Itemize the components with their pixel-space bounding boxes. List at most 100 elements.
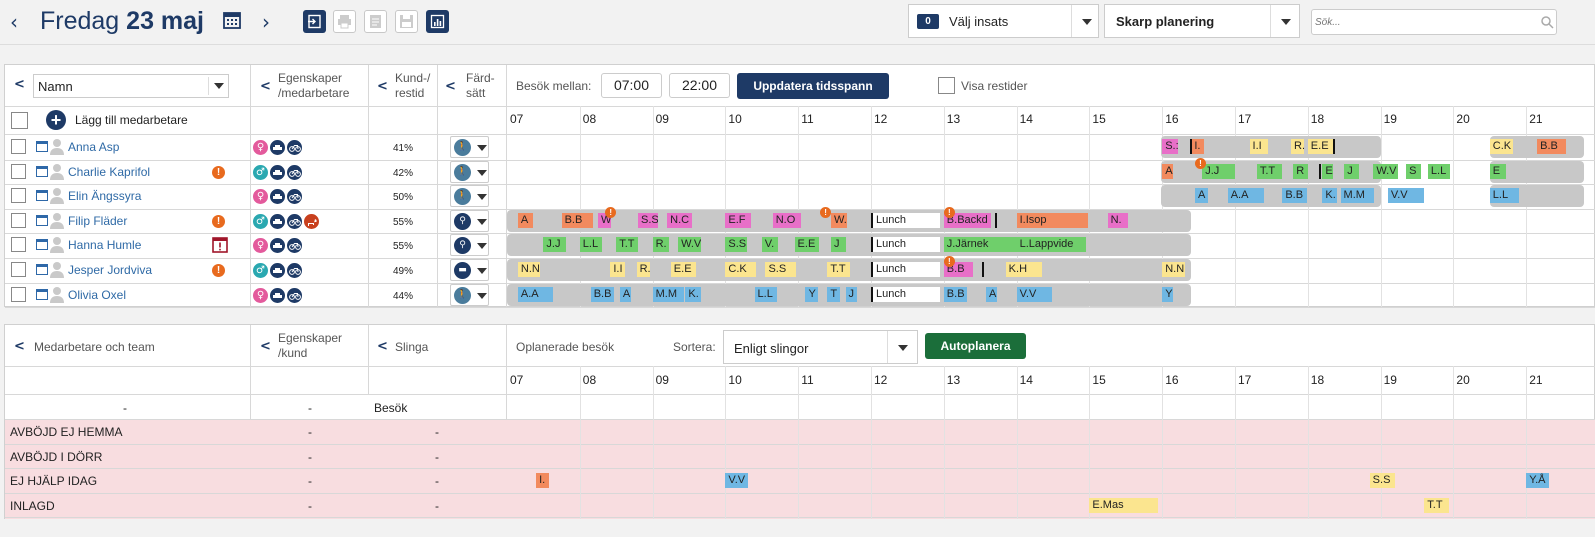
calendar-icon[interactable] <box>36 190 48 201</box>
visit-block[interactable]: N.O <box>772 212 801 228</box>
visit-block[interactable]: I.Isop <box>1016 212 1088 228</box>
visit-block[interactable]: W. <box>830 212 847 228</box>
visit-block[interactable]: B.B <box>561 212 593 228</box>
employee-checkbox[interactable] <box>11 164 26 179</box>
visit-block[interactable]: M.M <box>1340 188 1374 204</box>
name-sort-select[interactable]: Namn <box>33 74 229 98</box>
visit-block[interactable]: E <box>1322 163 1334 179</box>
employee-name[interactable]: Elin Ängssyra <box>68 189 142 203</box>
visit-block[interactable]: B.B <box>1282 188 1308 204</box>
visit-block[interactable]: A <box>517 212 533 228</box>
visit-block[interactable]: J.Järnek <box>943 237 1017 253</box>
add-employee-icon[interactable]: + <box>46 110 66 130</box>
visit-block[interactable]: N.N <box>517 262 540 277</box>
visit-block[interactable]: J <box>1344 163 1360 179</box>
visit-block[interactable]: E <box>1489 163 1506 179</box>
prev-day-arrow-icon[interactable]: ‹ <box>10 10 18 34</box>
transport-select[interactable]: 🚶 <box>450 161 489 183</box>
collapse-arrow-icon[interactable]: < <box>260 339 271 354</box>
calendar-alert-icon[interactable] <box>212 236 228 256</box>
unplanned-visit-block[interactable]: Y.Å <box>1526 473 1550 489</box>
collapse-arrow-icon[interactable]: < <box>14 339 25 354</box>
time-to-input[interactable]: 22:00 <box>669 73 730 98</box>
visit-block[interactable]: N.N <box>1162 262 1186 277</box>
visit-block[interactable]: B.Backd <box>943 212 991 228</box>
visit-block[interactable]: L.L <box>1489 188 1519 204</box>
visit-block[interactable]: R. <box>652 237 669 253</box>
visit-block[interactable]: N. <box>1107 212 1128 228</box>
calendar-icon[interactable] <box>36 264 48 275</box>
visit-block[interactable]: E.E <box>794 237 819 253</box>
insats-select[interactable]: 0 Välj insats <box>908 4 1099 38</box>
visit-block[interactable]: M.M <box>652 286 684 302</box>
visit-block[interactable]: S.S <box>638 212 659 228</box>
visit-block[interactable]: B.B <box>590 286 614 302</box>
visit-block[interactable]: L.L <box>754 286 777 302</box>
employee-name[interactable]: Anna Asp <box>68 140 120 154</box>
visit-block[interactable]: S.: <box>1162 139 1179 154</box>
employee-checkbox[interactable] <box>11 262 26 277</box>
visit-block[interactable]: A <box>986 286 998 302</box>
visit-block[interactable]: L.Lappvide <box>1016 237 1086 253</box>
visit-block[interactable]: J <box>845 286 857 302</box>
visit-block[interactable]: S <box>1406 163 1422 179</box>
employee-checkbox[interactable] <box>11 213 26 228</box>
employee-name[interactable]: Charlie Kaprifol <box>68 165 151 179</box>
visit-block[interactable]: I.I <box>610 262 626 277</box>
visit-block[interactable]: S.S <box>725 237 748 253</box>
visit-block[interactable]: B.B <box>943 286 967 302</box>
collapse-arrow-icon[interactable]: < <box>377 339 388 354</box>
lunch-block[interactable]: Lunch <box>871 212 941 228</box>
transport-select[interactable]: 🚶 <box>450 284 489 306</box>
visit-block[interactable]: A <box>619 286 631 302</box>
lunch-block[interactable]: Lunch <box>871 237 941 253</box>
visit-block[interactable]: W.V <box>678 237 702 253</box>
visit-block[interactable]: E.F <box>725 212 752 228</box>
select-all-checkbox[interactable] <box>11 112 28 129</box>
unplanned-visit-block[interactable]: V.V <box>725 473 749 489</box>
visit-block[interactable]: J.J <box>1202 163 1236 179</box>
visit-block[interactable]: L.L <box>1427 163 1450 179</box>
visit-block[interactable]: S.S <box>765 262 797 277</box>
visit-block[interactable]: K. <box>685 286 702 302</box>
sort-select[interactable]: Enligt slingor <box>723 330 918 364</box>
visit-block[interactable]: L.L <box>579 237 602 253</box>
next-day-arrow-icon[interactable]: › <box>262 10 270 34</box>
visit-block[interactable]: W.V <box>1373 163 1399 179</box>
visit-block[interactable]: A.A <box>1227 188 1264 204</box>
visit-block[interactable]: E.E <box>1307 139 1333 154</box>
lunch-block[interactable]: Lunch <box>871 262 941 277</box>
transport-select[interactable]: 🚶 <box>450 185 489 207</box>
search-input[interactable] <box>1315 13 1530 31</box>
visit-block[interactable]: I. <box>1191 139 1205 154</box>
visit-block[interactable]: A <box>1162 163 1174 179</box>
calendar-icon[interactable] <box>36 141 48 152</box>
visit-block[interactable]: C.K <box>1489 139 1513 154</box>
visit-block[interactable]: T.T <box>1256 163 1282 179</box>
save-button[interactable] <box>395 10 418 33</box>
collapse-arrow-icon[interactable]: < <box>14 77 25 92</box>
unplanned-visit-block[interactable]: T.T <box>1424 497 1450 513</box>
visit-block[interactable]: N.C <box>667 212 693 228</box>
calendar-icon[interactable] <box>36 166 48 177</box>
employee-checkbox[interactable] <box>11 237 26 252</box>
calendar-icon[interactable] <box>36 215 48 226</box>
collapse-arrow-icon[interactable]: < <box>260 79 271 94</box>
visit-block[interactable]: R. <box>636 262 650 277</box>
add-employee-label[interactable]: Lägg till medarbetare <box>75 113 188 127</box>
transport-select[interactable]: 🚶 <box>450 136 489 158</box>
calendar-icon[interactable] <box>36 239 48 250</box>
export-button[interactable] <box>303 10 326 33</box>
visit-block[interactable]: T <box>827 286 841 302</box>
transport-select[interactable]: ⚲ <box>450 234 489 256</box>
visit-block[interactable]: B.B <box>1537 139 1567 154</box>
visit-block[interactable]: C.K <box>725 262 757 277</box>
visit-block[interactable]: R <box>1293 163 1309 179</box>
calendar-icon[interactable] <box>222 10 242 33</box>
report-button[interactable] <box>426 10 449 33</box>
visit-block[interactable]: Y <box>1162 286 1174 302</box>
autoplan-button[interactable]: Autoplanera <box>925 333 1026 359</box>
print-button[interactable] <box>333 10 356 33</box>
visit-block[interactable]: K.H <box>1005 262 1042 277</box>
time-from-input[interactable]: 07:00 <box>601 73 662 98</box>
